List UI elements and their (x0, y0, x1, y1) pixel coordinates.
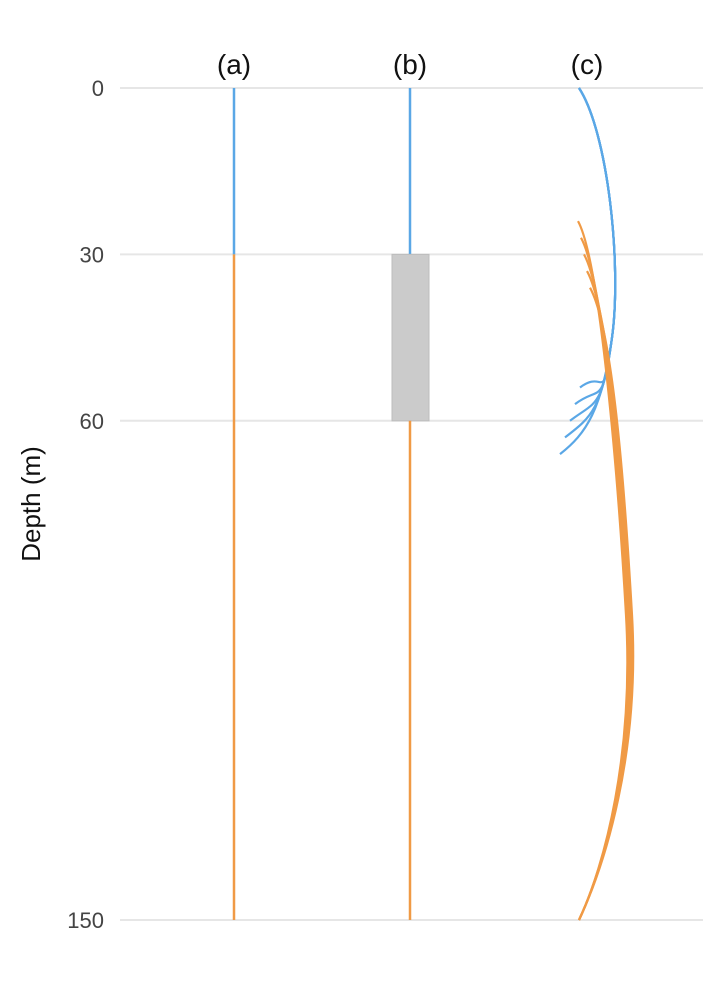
panel-b (391, 88, 430, 920)
y-tick-label-0: 0 (92, 76, 104, 101)
panel-label-a: (a) (217, 49, 251, 80)
panel-label-c: (c) (571, 49, 604, 80)
panel-c-lower-curve (578, 287, 635, 921)
panel-label-b: (b) (393, 49, 427, 80)
y-tick-label-60: 60 (80, 409, 104, 434)
y-tick-label-30: 30 (80, 242, 104, 267)
panel-c (559, 87, 635, 921)
y-tick-labels: 0 30 60 150 (67, 76, 104, 933)
y-axis-title: Depth (m) (16, 446, 46, 562)
panel-b-transition-band (391, 253, 430, 422)
panel-c-upper-curve (559, 87, 617, 455)
y-tick-label-150: 150 (67, 908, 104, 933)
